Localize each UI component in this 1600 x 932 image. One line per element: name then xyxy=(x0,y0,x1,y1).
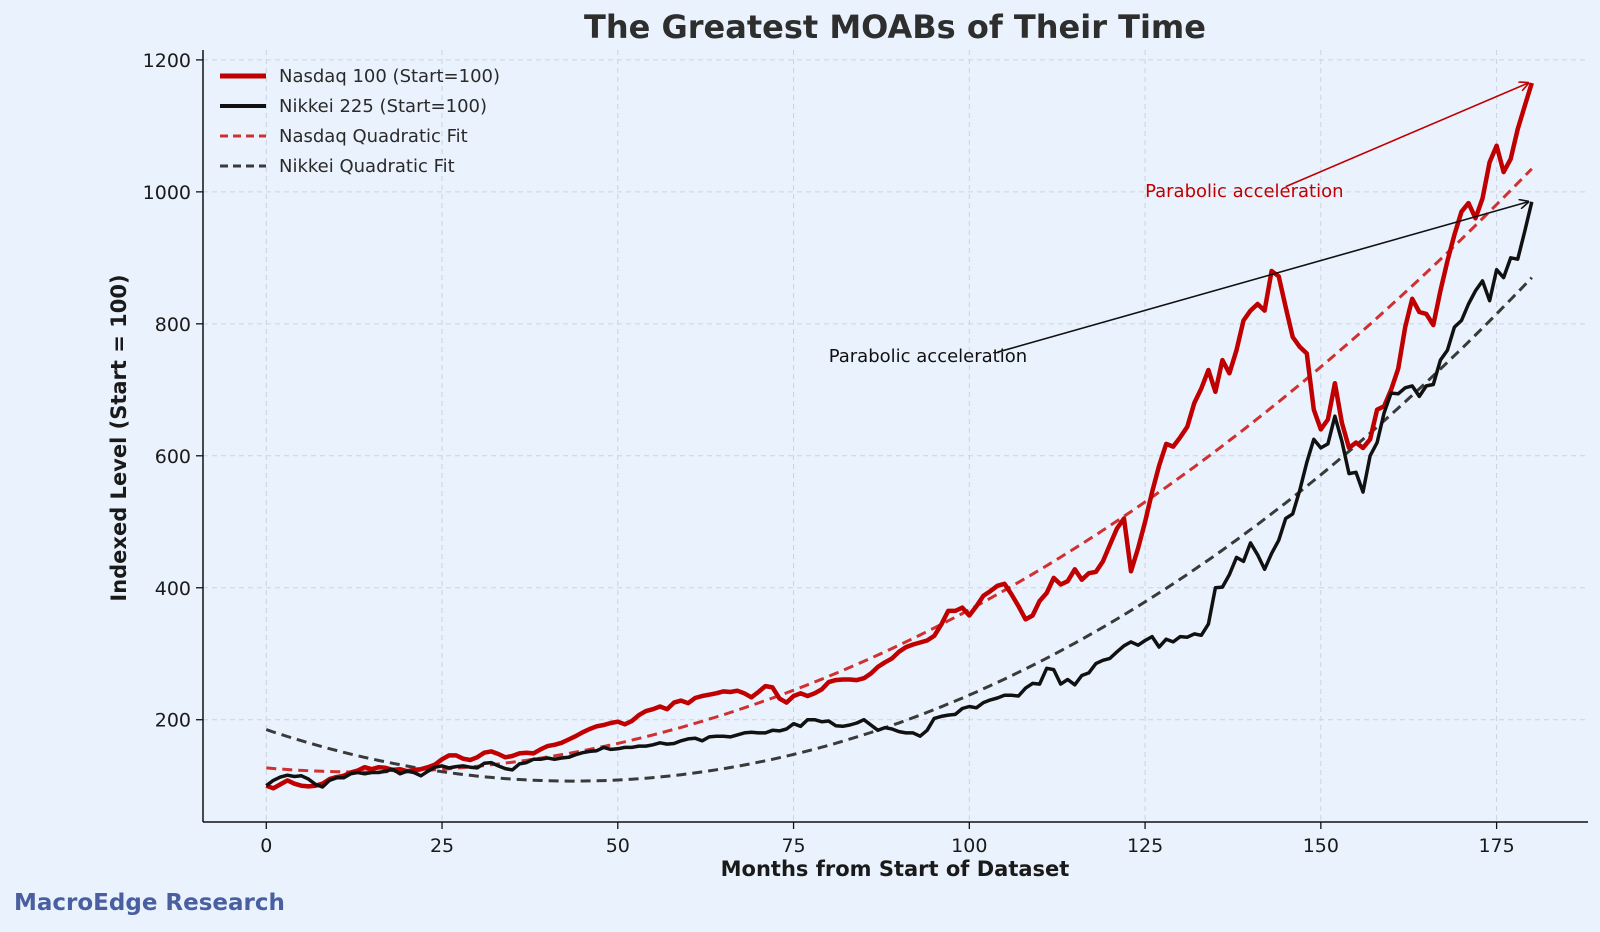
chart-title: The Greatest MOABs of Their Time xyxy=(584,8,1206,46)
annotation-label-nasdaq: Parabolic acceleration xyxy=(1145,181,1343,202)
series-lines xyxy=(265,82,1534,791)
y-tick-label: 400 xyxy=(155,578,191,600)
annotation-label-nikkei: Parabolic acceleration xyxy=(829,346,1027,367)
fit-lines xyxy=(265,167,1533,783)
x-tick-label: 175 xyxy=(1478,835,1514,857)
x-ticks: 0 25 50 75 100 125 150 175 xyxy=(260,822,1515,857)
grid xyxy=(203,50,1588,822)
x-tick-label: 75 xyxy=(781,835,805,857)
annotation-arrow-nikkei xyxy=(997,202,1528,353)
y-tick-label: 1200 xyxy=(143,50,191,72)
legend-label: Nikkei 225 (Start=100) xyxy=(279,96,487,117)
x-tick-label: 50 xyxy=(606,835,630,857)
y-tick-label: 800 xyxy=(155,314,191,336)
x-tick-label: 100 xyxy=(951,835,987,857)
nikkei-series-line xyxy=(265,201,1534,789)
x-tick-label: 150 xyxy=(1303,835,1339,857)
x-tick-label: 125 xyxy=(1127,835,1163,857)
y-ticks: 200 400 600 800 1000 1200 xyxy=(143,50,203,732)
annotation-arrow-nasdaq xyxy=(1285,83,1529,188)
nikkei-fit-line xyxy=(265,276,1533,783)
nasdaq-series-line xyxy=(265,82,1534,791)
axes xyxy=(202,50,1588,823)
legend-label: Nasdaq 100 (Start=100) xyxy=(279,66,500,87)
nasdaq-fit-line xyxy=(266,167,1533,774)
legend: Nasdaq 100 (Start=100) Nikkei 225 (Start=… xyxy=(220,66,500,177)
legend-label: Nikkei Quadratic Fit xyxy=(279,156,455,177)
y-tick-label: 1000 xyxy=(143,182,191,204)
legend-label: Nasdaq Quadratic Fit xyxy=(279,126,468,147)
watermark: MacroEdge Research xyxy=(14,890,285,916)
x-tick-label: 0 xyxy=(260,835,272,857)
y-tick-label: 200 xyxy=(155,710,191,732)
x-axis-label: Months from Start of Dataset xyxy=(721,857,1070,881)
y-tick-label: 600 xyxy=(155,446,191,468)
x-tick-label: 25 xyxy=(430,835,454,857)
y-axis-label: Indexed Level (Start = 100) xyxy=(107,274,131,601)
annotations: Parabolic acceleration Parabolic accelera… xyxy=(829,83,1529,367)
